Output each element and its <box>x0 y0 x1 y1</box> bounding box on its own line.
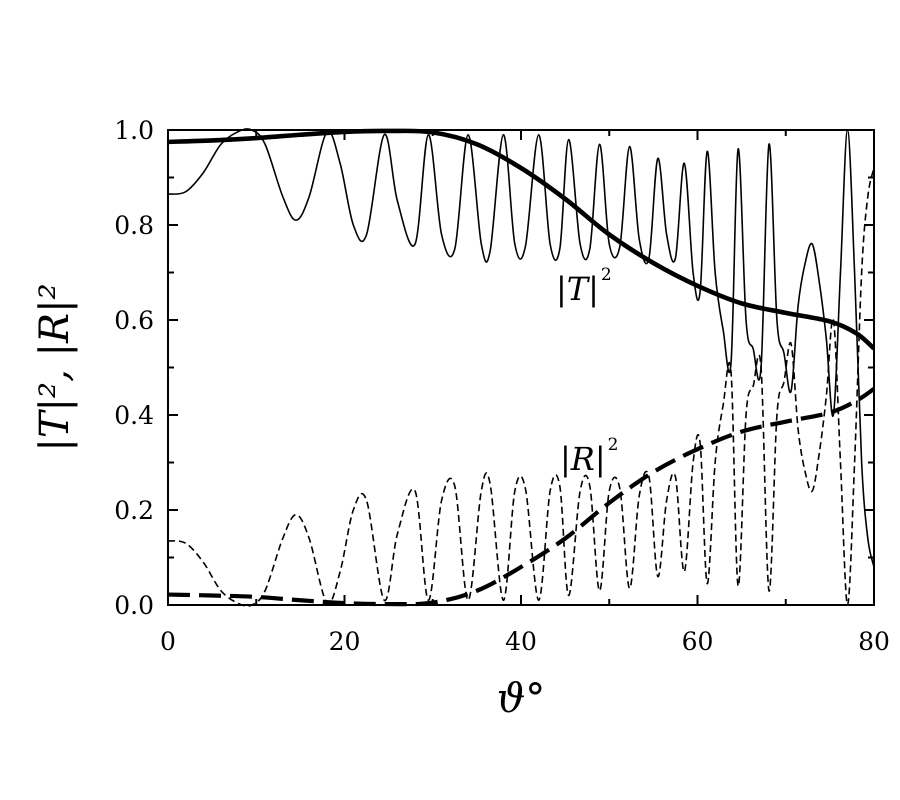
series-line-2 <box>168 128 874 568</box>
y-tick-label: 0.2 <box>114 496 154 525</box>
annotation-R: |R| 2 <box>560 435 618 478</box>
annotation-text: |R| <box>560 440 606 478</box>
plot-frame <box>167 129 875 606</box>
plot-area <box>167 128 875 607</box>
labels-layer: 0 20 40 60 80 0.0 0.2 0.4 0.6 0.8 1.0 ϑ° |T|², |R|² |… <box>32 116 890 722</box>
y-tick-label: 0.0 <box>114 591 154 620</box>
series-line-3 <box>168 167 874 607</box>
series-line-0 <box>168 128 874 351</box>
x-tick-label: 40 <box>505 627 537 656</box>
y-axis-title: |T|², |R|² <box>32 283 78 451</box>
y-tick-label: 0.6 <box>114 306 154 335</box>
series-line-1 <box>168 387 874 607</box>
annotation-superscript: 2 <box>608 435 619 455</box>
y-tick-label: 1.0 <box>114 116 154 145</box>
ticks-layer <box>167 129 875 606</box>
annotation-superscript: 2 <box>601 265 612 285</box>
x-axis-title: ϑ° <box>497 676 546 722</box>
x-tick-label: 0 <box>160 627 176 656</box>
series-layer <box>168 128 874 607</box>
x-tick-label: 80 <box>858 627 890 656</box>
y-tick-label: 0.8 <box>114 211 154 240</box>
annotation-T: |T| 2 <box>556 265 612 308</box>
x-tick-label: 20 <box>329 627 361 656</box>
annotation-text: |T| <box>556 270 599 308</box>
x-tick-label: 60 <box>682 627 714 656</box>
y-tick-label: 0.4 <box>114 401 154 430</box>
